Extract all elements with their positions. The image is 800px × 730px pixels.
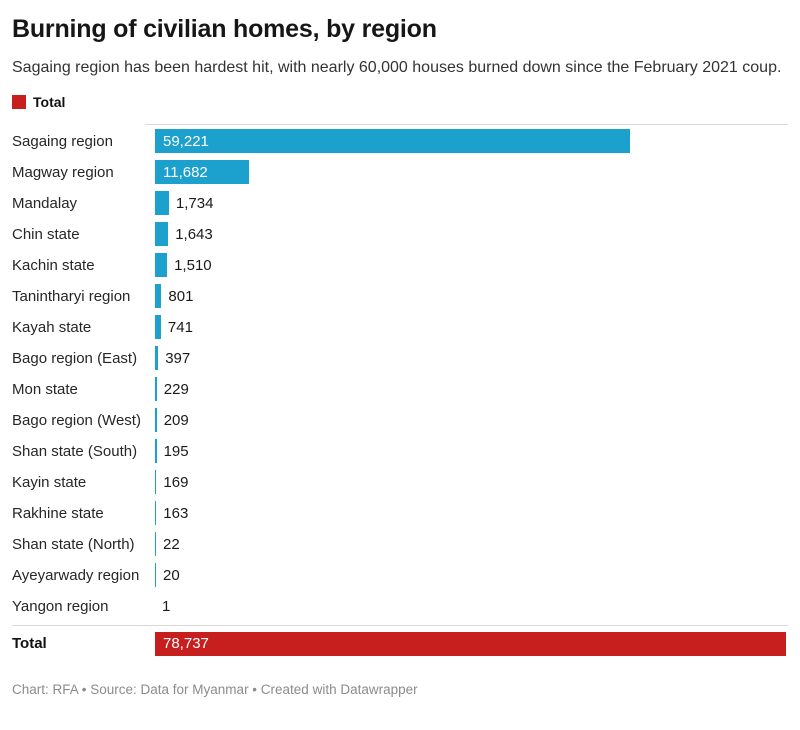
chart-row: Magway region 11,682	[12, 157, 788, 188]
bar-track: 169	[155, 470, 786, 495]
value-bar	[155, 284, 162, 309]
bar-value: 209	[163, 411, 189, 429]
bar-value: 801	[168, 287, 194, 305]
chart-row: Kayin state 169	[12, 467, 788, 498]
row-label: Magway region	[12, 163, 114, 181]
value-bar	[155, 563, 156, 588]
bar-value: 741	[167, 318, 193, 336]
value-bar	[155, 532, 156, 557]
chart-row: Bago region (West) 209	[12, 405, 788, 436]
chart-row: Bago region (East) 397	[12, 343, 788, 374]
row-label: Ayeyarwady region	[12, 566, 140, 584]
row-label: Kayin state	[12, 473, 87, 491]
bar-track: 11,682	[155, 160, 786, 185]
bar-track: 1,734	[155, 191, 786, 216]
value-bar	[155, 346, 159, 371]
value-bar	[155, 315, 161, 340]
bar-track: 209	[155, 408, 786, 433]
bar-value: 229	[163, 380, 189, 398]
chart-row: Kayah state 741	[12, 312, 788, 343]
row-label: Rakhine state	[12, 504, 104, 522]
chart-row: Sagaing region 59,221	[12, 126, 788, 157]
row-label: Mandalay	[12, 194, 78, 212]
bar-track: 741	[155, 315, 786, 340]
value-bar	[155, 408, 157, 433]
row-label: Bago region (West)	[12, 411, 141, 429]
row-label: Shan state (North)	[12, 535, 135, 553]
bar-value: 1,643	[175, 225, 213, 243]
bar-track: 78,737	[155, 631, 786, 656]
total-row: Total 78,737	[12, 624, 788, 659]
bar-value: 169	[163, 473, 189, 491]
chart-row: Rakhine state 163	[12, 498, 788, 529]
total-bar: 78,737	[155, 631, 786, 656]
row-label: Tanintharyi region	[12, 287, 131, 305]
bar-value: 163	[163, 504, 189, 522]
bar-track: 801	[155, 284, 786, 309]
value-bar	[155, 470, 157, 495]
row-label: Bago region (East)	[12, 349, 138, 367]
chart-rows: Sagaing region 59,221 Magway region 11,682 M…	[12, 124, 788, 659]
bar-track: 195	[155, 439, 786, 464]
row-label: Chin state	[12, 225, 80, 243]
value-bar: 11,682	[155, 160, 249, 185]
chart-row: Ayeyarwady region 20	[12, 560, 788, 591]
chart-row: Kachin state 1,510	[12, 250, 788, 281]
value-bar	[155, 377, 157, 402]
legend-label: Total	[33, 93, 66, 110]
bar-track: 229	[155, 377, 786, 402]
row-label: Shan state (South)	[12, 442, 138, 460]
value-bar	[155, 191, 169, 216]
chart-row: Tanintharyi region 801	[12, 281, 788, 312]
axis-top-line	[145, 123, 788, 125]
chart-row: Mon state 229	[12, 374, 788, 405]
bar-value: 1,734	[175, 194, 214, 212]
bar-track: 1,643	[155, 222, 786, 247]
chart-subtitle: Sagaing region has been hardest hit, wit…	[12, 58, 782, 76]
bar-value: 11,682	[163, 163, 208, 181]
bar-value: 1	[162, 597, 171, 615]
value-bar	[155, 222, 169, 247]
row-label: Total	[12, 635, 47, 653]
bar-track: 1	[155, 594, 786, 618]
row-label: Sagaing region	[12, 132, 113, 150]
bar-value: 1,510	[174, 256, 212, 274]
bar-track: 20	[155, 563, 786, 588]
bar-track: 1,510	[155, 253, 786, 278]
row-label: Mon state	[12, 380, 78, 398]
bar-track: 163	[155, 501, 786, 526]
value-bar	[155, 253, 168, 278]
page-title: Burning of civilian homes, by region	[12, 15, 437, 43]
legend-swatch-icon	[12, 94, 26, 109]
bar-track: 59,221	[155, 129, 786, 154]
bar-value: 78,737	[163, 635, 209, 653]
chart-row: Yangon region 1	[12, 591, 788, 622]
row-label: Kachin state	[12, 256, 95, 274]
footer-credit: Chart: RFA • Source: Data for Myanmar • …	[12, 681, 418, 697]
bar-track: 22	[155, 532, 786, 557]
legend: Total	[12, 94, 788, 110]
chart-row: Chin state 1,643	[12, 219, 788, 250]
bar-track: 397	[155, 346, 786, 371]
chart-row: Shan state (North) 22	[12, 529, 788, 560]
value-bar	[155, 439, 157, 464]
bar-chart: Sagaing region 59,221 Magway region 11,682 M…	[12, 123, 788, 659]
value-bar	[155, 501, 157, 526]
chart-row: Shan state (South) 195	[12, 436, 788, 467]
bar-value: 59,221	[163, 132, 209, 150]
bar-value: 20	[163, 566, 180, 584]
bar-value: 22	[163, 535, 180, 553]
chart-row: Mandalay 1,734	[12, 188, 788, 219]
bar-value: 397	[165, 349, 191, 367]
row-label: Yangon region	[12, 597, 109, 615]
row-label: Kayah state	[12, 318, 92, 336]
value-bar: 59,221	[155, 129, 630, 154]
bar-value: 195	[163, 442, 189, 460]
